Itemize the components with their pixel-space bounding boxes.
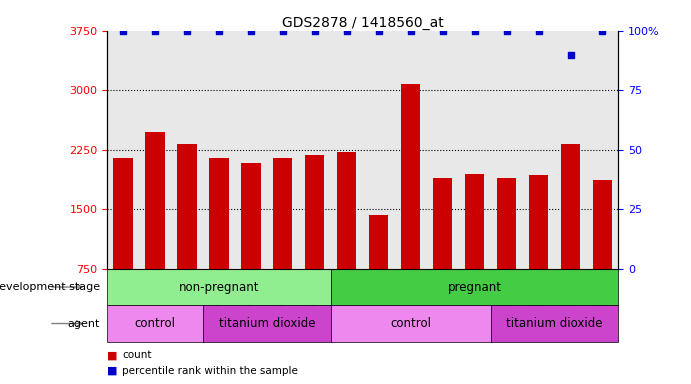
Text: titanium dioxide: titanium dioxide (218, 317, 315, 330)
Text: agent: agent (68, 318, 100, 329)
Bar (178, 144, 196, 328)
Bar (305, 155, 325, 328)
Text: control: control (135, 317, 176, 330)
Bar (561, 144, 580, 328)
Bar (369, 215, 388, 328)
Text: ■: ■ (107, 350, 117, 360)
Bar (331, 269, 618, 305)
Bar (113, 158, 133, 328)
Bar (331, 305, 491, 342)
Text: count: count (122, 350, 152, 360)
Bar (433, 177, 452, 328)
Bar (491, 305, 618, 342)
Bar (593, 180, 612, 328)
Bar (107, 269, 331, 305)
Bar (465, 174, 484, 328)
Bar (401, 84, 420, 328)
Text: control: control (390, 317, 431, 330)
Bar (145, 131, 164, 328)
Bar (529, 175, 548, 328)
Text: development stage: development stage (0, 282, 100, 292)
Text: percentile rank within the sample: percentile rank within the sample (122, 366, 299, 376)
Bar (497, 177, 516, 328)
Bar (203, 305, 331, 342)
Bar (209, 158, 229, 328)
Bar (337, 152, 357, 328)
Bar (273, 158, 292, 328)
Title: GDS2878 / 1418560_at: GDS2878 / 1418560_at (282, 16, 444, 30)
Text: ■: ■ (107, 366, 117, 376)
Bar (241, 163, 261, 328)
Text: titanium dioxide: titanium dioxide (507, 317, 603, 330)
Bar (107, 305, 203, 342)
Text: pregnant: pregnant (448, 281, 502, 293)
Text: non-pregnant: non-pregnant (179, 281, 259, 293)
